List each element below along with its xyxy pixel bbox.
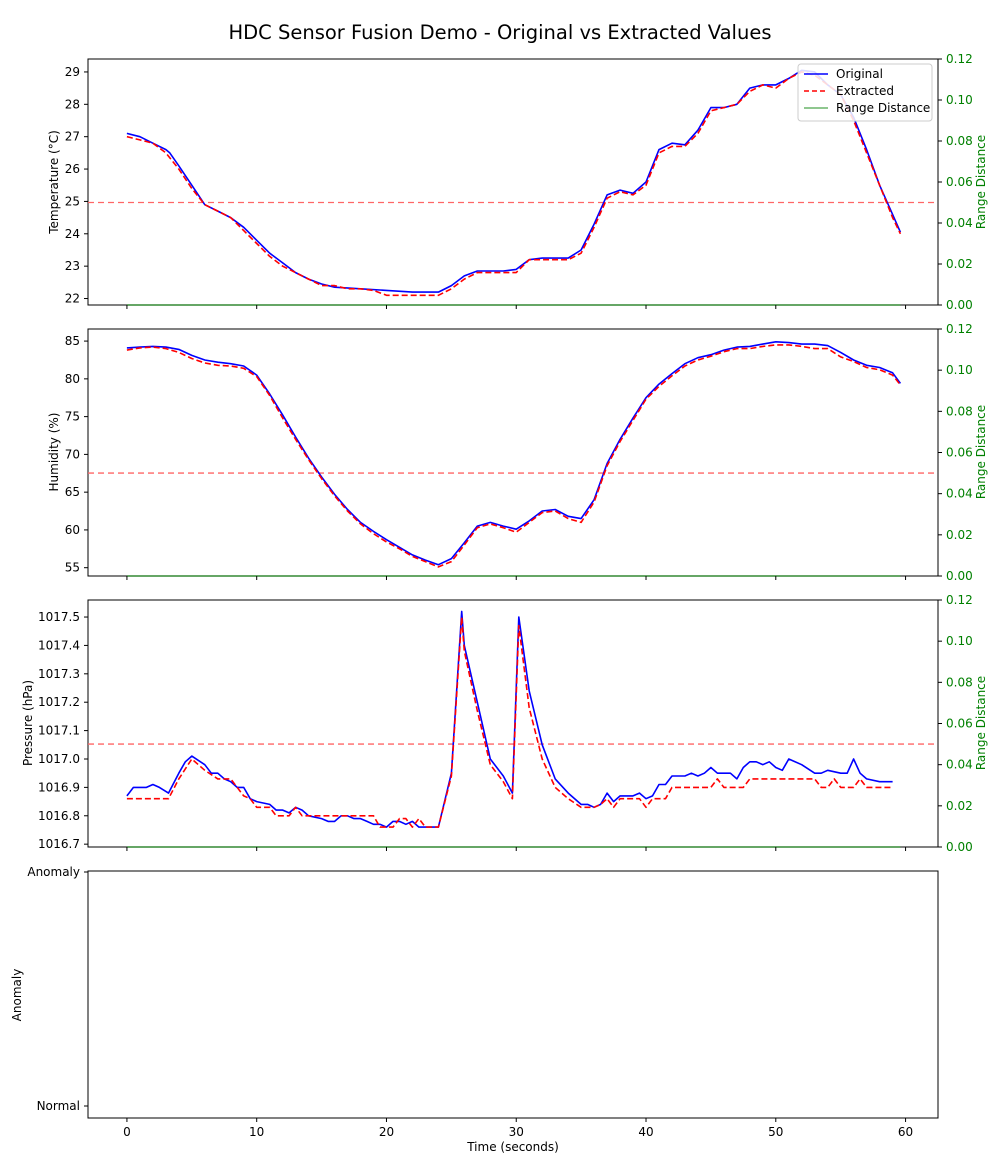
pressure-ytick-label-4: 1017.1 — [38, 724, 80, 738]
humidity-y2tick-label-2: 0.04 — [946, 487, 973, 501]
pressure-panel: 1016.7 1016.8 1016.9 1017.0 1017.1 1017.2 1017… — [21, 593, 988, 854]
pressure-ylabel: Pressure (hPa) — [21, 680, 35, 766]
pressure-y2tick-label-1: 0.02 — [946, 799, 973, 813]
temperature-ytick-label-0: 22 — [65, 292, 80, 306]
humidity-yticks: 55 60 65 70 75 80 85 — [65, 334, 88, 575]
humidity-ytick-label-5: 80 — [65, 372, 80, 386]
pressure-y2label: Range Distance — [974, 676, 988, 770]
pressure-ytick-label-2: 1016.9 — [38, 780, 80, 794]
temperature-y2tick-label-6: 0.12 — [946, 52, 973, 66]
pressure-axes-frame — [87, 599, 939, 848]
pressure-ytick-label-1: 1016.8 — [38, 809, 80, 823]
temperature-y2tick-label-5: 0.10 — [946, 93, 973, 107]
xtick-label-4: 40 — [638, 1125, 653, 1139]
humidity-ytick-label-6: 85 — [65, 334, 80, 348]
x-axis-label: Time (seconds) — [466, 1140, 559, 1154]
anomaly-ytick-label-1: Anomaly — [27, 865, 80, 879]
temperature-ytick-label-5: 27 — [65, 130, 80, 144]
figure-title: HDC Sensor Fusion Demo - Original vs Ext… — [228, 21, 771, 44]
humidity-axes-frame — [87, 328, 939, 577]
anomaly-ylabel: Anomaly — [10, 969, 24, 1022]
xtick-label-5: 50 — [768, 1125, 783, 1139]
xtick-label-2: 20 — [379, 1125, 394, 1139]
humidity-y2tick-label-4: 0.08 — [946, 404, 973, 418]
humidity-y2tick-label-0: 0.00 — [946, 569, 973, 583]
humidity-ytick-label-4: 75 — [65, 410, 80, 424]
pressure-y2tick-label-6: 0.12 — [946, 593, 973, 607]
pressure-y2tick-label-0: 0.00 — [946, 840, 973, 854]
pressure-series-original — [126, 610, 893, 828]
pressure-yticks: 1016.7 1016.8 1016.9 1017.0 1017.1 1017.2 1017… — [38, 610, 88, 851]
pressure-ytick-label-5: 1017.2 — [38, 695, 80, 709]
temperature-ytick-label-1: 23 — [65, 259, 80, 273]
humidity-y2label: Range Distance — [974, 405, 988, 499]
xtick-label-6: 60 — [898, 1125, 913, 1139]
anomaly-xticks: 0 10 20 30 40 50 60 — [123, 1118, 913, 1139]
temperature-series-original — [126, 69, 902, 293]
legend-original-label: Original — [836, 67, 883, 81]
temperature-series-extracted — [126, 71, 902, 297]
pressure-y2tick-label-3: 0.06 — [946, 717, 973, 731]
pressure-ytick-label-3: 1017.0 — [38, 752, 80, 766]
temperature-y2tick-label-4: 0.08 — [946, 134, 973, 148]
pressure-xticks — [126, 847, 907, 851]
temperature-ytick-label-4: 26 — [65, 162, 80, 176]
temperature-y2tick-label-0: 0.00 — [946, 298, 973, 312]
humidity-ytick-label-0: 55 — [65, 561, 80, 575]
legend-range-distance-label: Range Distance — [836, 101, 930, 115]
humidity-y2ticks: 0.00 0.02 0.04 0.06 0.08 0.10 0.12 — [938, 322, 973, 583]
temperature-plot-area — [88, 69, 938, 306]
humidity-ytick-label-3: 70 — [65, 447, 80, 461]
humidity-plot-area — [88, 341, 938, 577]
temperature-xticks — [126, 305, 907, 309]
humidity-y2tick-label-5: 0.10 — [946, 363, 973, 377]
pressure-ytick-label-0: 1016.7 — [38, 837, 80, 851]
temperature-y2tick-label-2: 0.04 — [946, 216, 973, 230]
humidity-y2tick-label-1: 0.02 — [946, 528, 973, 542]
temperature-yticks: 22 23 24 25 26 27 28 29 — [65, 65, 88, 306]
temperature-ytick-label-7: 29 — [65, 65, 80, 79]
pressure-y2tick-label-4: 0.08 — [946, 675, 973, 689]
humidity-y2tick-label-3: 0.06 — [946, 446, 973, 460]
legend-frame — [797, 63, 933, 122]
legend: Original Extracted Range Distance — [797, 63, 933, 122]
anomaly-axes-frame — [87, 870, 939, 1119]
anomaly-panel: Normal Anomaly 0 10 20 30 40 50 60 Anomaly Time… — [10, 865, 939, 1154]
temperature-y2label: Range Distance — [974, 135, 988, 229]
temperature-ytick-label-6: 28 — [65, 97, 80, 111]
humidity-series-original — [126, 341, 902, 566]
temperature-y2tick-label-1: 0.02 — [946, 257, 973, 271]
pressure-ytick-label-6: 1017.3 — [38, 667, 80, 681]
xtick-label-1: 10 — [249, 1125, 264, 1139]
temperature-y2ticks: 0.00 0.02 0.04 0.06 0.08 0.10 0.12 — [938, 52, 973, 312]
humidity-ylabel: Humidity (%) — [47, 413, 61, 492]
xtick-label-0: 0 — [123, 1125, 131, 1139]
legend-extracted-label: Extracted — [836, 84, 894, 98]
temperature-panel: 22 23 24 25 26 27 28 29 0.00 0.02 0.04 0.06 0.08 0.1… — [47, 52, 988, 312]
temperature-y2tick-label-3: 0.06 — [946, 175, 973, 189]
temperature-ylabel: Temperature (°C) — [47, 130, 61, 235]
humidity-y2tick-label-6: 0.12 — [946, 322, 973, 336]
xtick-label-3: 30 — [509, 1125, 524, 1139]
pressure-ytick-label-8: 1017.5 — [38, 610, 80, 624]
humidity-xticks — [126, 576, 907, 580]
pressure-y2tick-label-2: 0.04 — [946, 758, 973, 772]
temperature-ytick-label-2: 24 — [65, 227, 80, 241]
humidity-ytick-label-1: 60 — [65, 523, 80, 537]
humidity-ytick-label-2: 65 — [65, 485, 80, 499]
anomaly-yticks: Normal Anomaly — [27, 865, 88, 1113]
pressure-series-extracted — [126, 616, 893, 828]
humidity-series-extracted — [126, 344, 902, 568]
anomaly-ytick-label-0: Normal — [37, 1099, 80, 1113]
temperature-ytick-label-3: 25 — [65, 194, 80, 208]
pressure-y2ticks: 0.00 0.02 0.04 0.06 0.08 0.10 0.12 — [938, 593, 973, 854]
pressure-plot-area — [88, 610, 938, 848]
pressure-y2tick-label-5: 0.10 — [946, 634, 973, 648]
pressure-ytick-label-7: 1017.4 — [38, 638, 80, 652]
